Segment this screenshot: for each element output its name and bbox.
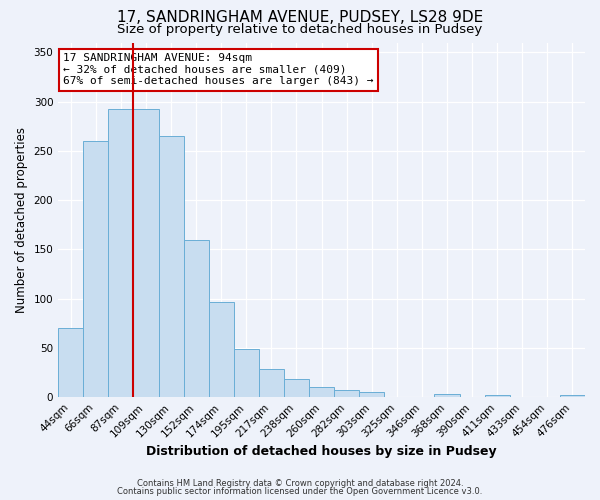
- Bar: [485, 396, 510, 397]
- Text: Contains HM Land Registry data © Crown copyright and database right 2024.: Contains HM Land Registry data © Crown c…: [137, 478, 463, 488]
- Bar: [359, 392, 385, 397]
- Y-axis label: Number of detached properties: Number of detached properties: [15, 127, 28, 313]
- Text: 17, SANDRINGHAM AVENUE, PUDSEY, LS28 9DE: 17, SANDRINGHAM AVENUE, PUDSEY, LS28 9DE: [117, 10, 483, 25]
- Bar: [158, 136, 184, 397]
- Text: Size of property relative to detached houses in Pudsey: Size of property relative to detached ho…: [118, 22, 482, 36]
- Bar: [334, 390, 359, 397]
- Bar: [284, 378, 309, 397]
- Bar: [83, 141, 109, 397]
- Bar: [259, 368, 284, 397]
- Bar: [58, 328, 83, 397]
- Bar: [133, 108, 158, 397]
- Bar: [309, 388, 334, 397]
- Bar: [184, 240, 209, 397]
- Bar: [209, 302, 234, 397]
- Bar: [109, 108, 133, 397]
- Text: 17 SANDRINGHAM AVENUE: 94sqm
← 32% of detached houses are smaller (409)
67% of s: 17 SANDRINGHAM AVENUE: 94sqm ← 32% of de…: [64, 53, 374, 86]
- Text: Contains public sector information licensed under the Open Government Licence v3: Contains public sector information licen…: [118, 487, 482, 496]
- Bar: [560, 396, 585, 397]
- Bar: [434, 394, 460, 397]
- X-axis label: Distribution of detached houses by size in Pudsey: Distribution of detached houses by size …: [146, 444, 497, 458]
- Bar: [234, 349, 259, 397]
